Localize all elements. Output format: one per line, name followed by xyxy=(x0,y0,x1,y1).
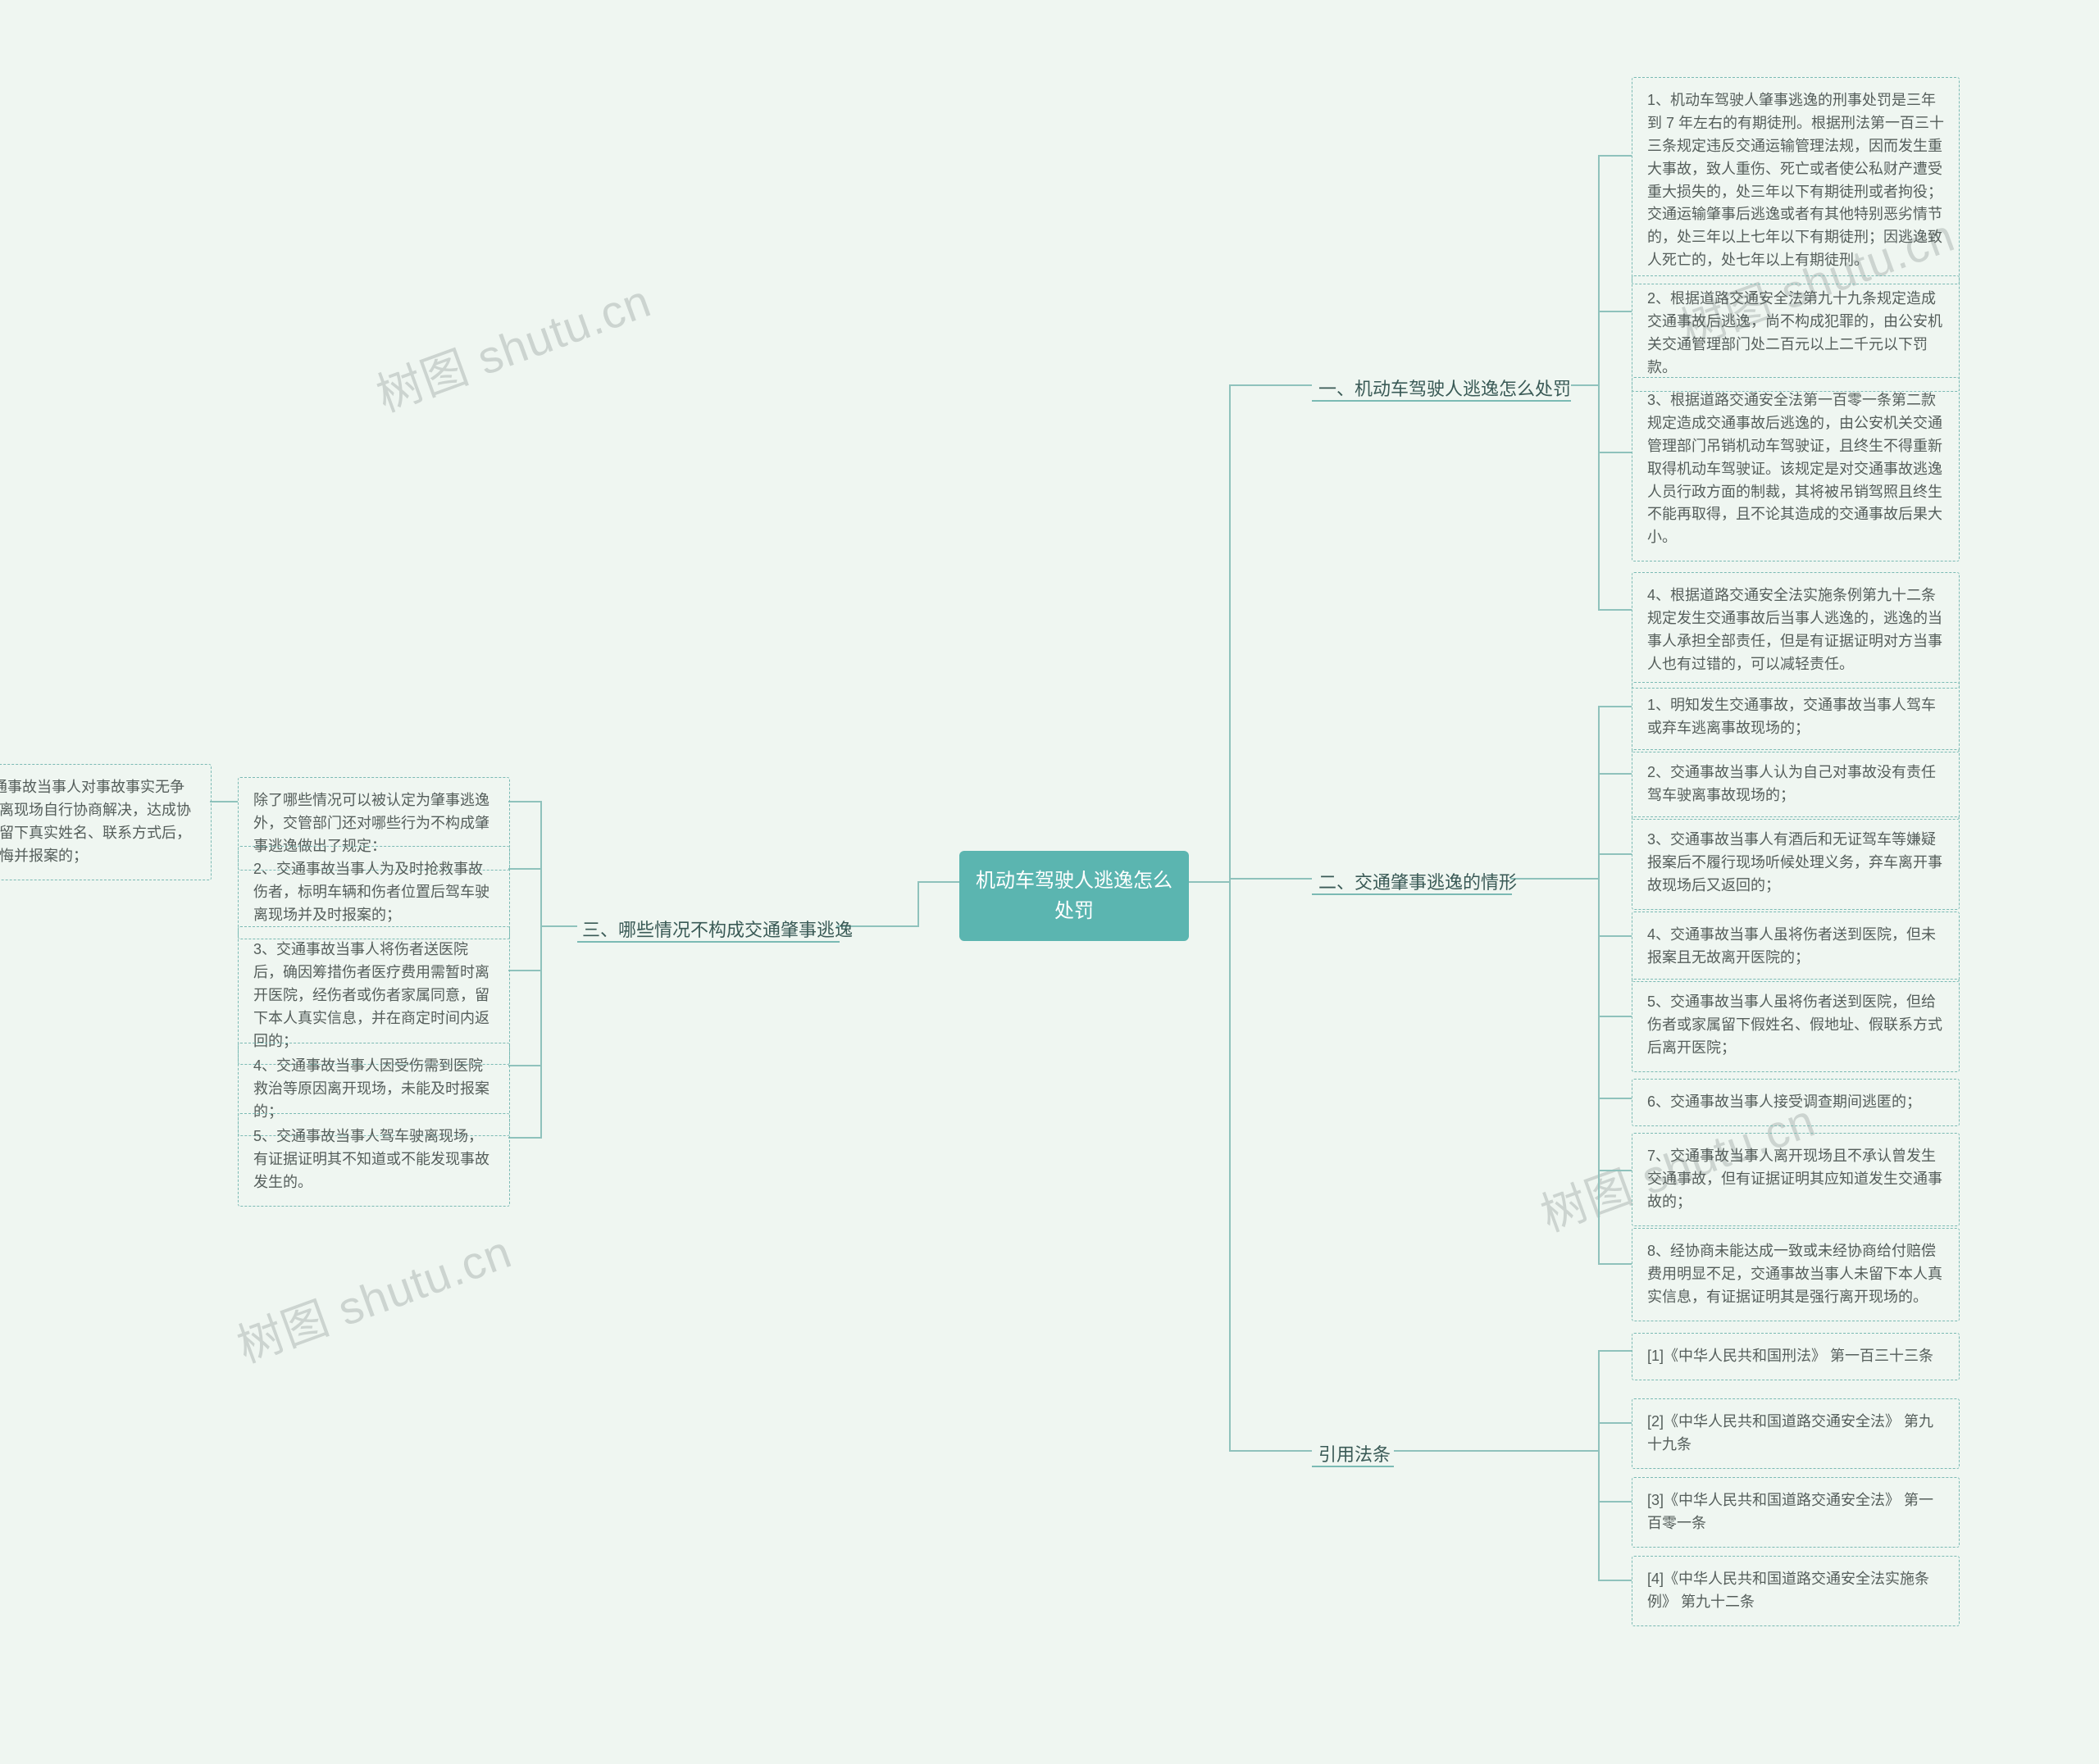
watermark: 树图 shutu.cn xyxy=(367,265,659,425)
leaf-node: 1、明知发生交通事故，交通事故当事人驾车或弃车逃离事故现场的； xyxy=(1632,682,1960,752)
leaf-node: 3、交通事故当事人有酒后和无证驾车等嫌疑报案后不履行现场听候处理义务，弃车离开事… xyxy=(1632,816,1960,910)
leaf-node: 2、根据道路交通安全法第九十九条规定造成交通事故后逃逸，尚不构成犯罪的，由公安机… xyxy=(1632,275,1960,392)
leaf-node: [1]《中华人民共和国刑法》 第一百三十三条 xyxy=(1632,1333,1960,1380)
leaf-node: 1、交通事故当事人对事故事实无争议，撤离现场自行协商解决，达成协议，并留下真实姓… xyxy=(0,764,212,880)
branch-underline xyxy=(1312,893,1512,895)
leaf-node: 1、机动车驾驶人肇事逃逸的刑事处罚是三年到 7 年左右的有期徒刑。根据刑法第一百… xyxy=(1632,77,1960,284)
leaf-node: [4]《中华人民共和国道路交通安全法实施条例》 第九十二条 xyxy=(1632,1556,1960,1626)
watermark: 树图 shutu.cn xyxy=(227,1216,520,1376)
leaf-node: 5、交通事故当事人虽将伤者送到医院，但给伤者或家属留下假姓名、假地址、假联系方式… xyxy=(1632,979,1960,1072)
leaf-node: 4、根据道路交通安全法实施条例第九十二条规定发生交通事故后当事人逃逸的，逃逸的当… xyxy=(1632,572,1960,689)
leaf-node: 5、交通事故当事人驾车驶离现场，有证据证明其不知道或不能发现事故发生的。 xyxy=(238,1113,510,1207)
leaf-node: 8、经协商未能达成一致或未经协商给付赔偿费用明显不足，交通事故当事人未留下本人真… xyxy=(1632,1228,1960,1321)
leaf-node: 4、交通事故当事人虽将伤者送到医院，但未报案且无故离开医院的； xyxy=(1632,912,1960,982)
leaf-node: 2、交通事故当事人为及时抢救事故伤者，标明车辆和伤者位置后驾车驶离现场并及时报案… xyxy=(238,846,510,939)
leaf-node: 6、交通事故当事人接受调查期间逃匿的； xyxy=(1632,1079,1960,1126)
leaf-node: 7、交通事故当事人离开现场且不承认曾发生交通事故，但有证据证明其应知道发生交通事… xyxy=(1632,1133,1960,1226)
branch-underline xyxy=(577,941,840,943)
leaf-node: 3、根据道路交通安全法第一百零一条第二款规定造成交通事故后逃逸的，由公安机关交通… xyxy=(1632,377,1960,561)
root-node: 机动车驾驶人逃逸怎么处罚 xyxy=(959,851,1189,941)
leaf-node: [3]《中华人民共和国道路交通安全法》 第一百零一条 xyxy=(1632,1477,1960,1548)
branch-underline xyxy=(1312,400,1571,402)
branch-underline xyxy=(1312,1466,1394,1467)
leaf-node: 2、交通事故当事人认为自己对事故没有责任驾车驶离事故现场的； xyxy=(1632,749,1960,820)
leaf-node: [2]《中华人民共和国道路交通安全法》 第九十九条 xyxy=(1632,1398,1960,1469)
